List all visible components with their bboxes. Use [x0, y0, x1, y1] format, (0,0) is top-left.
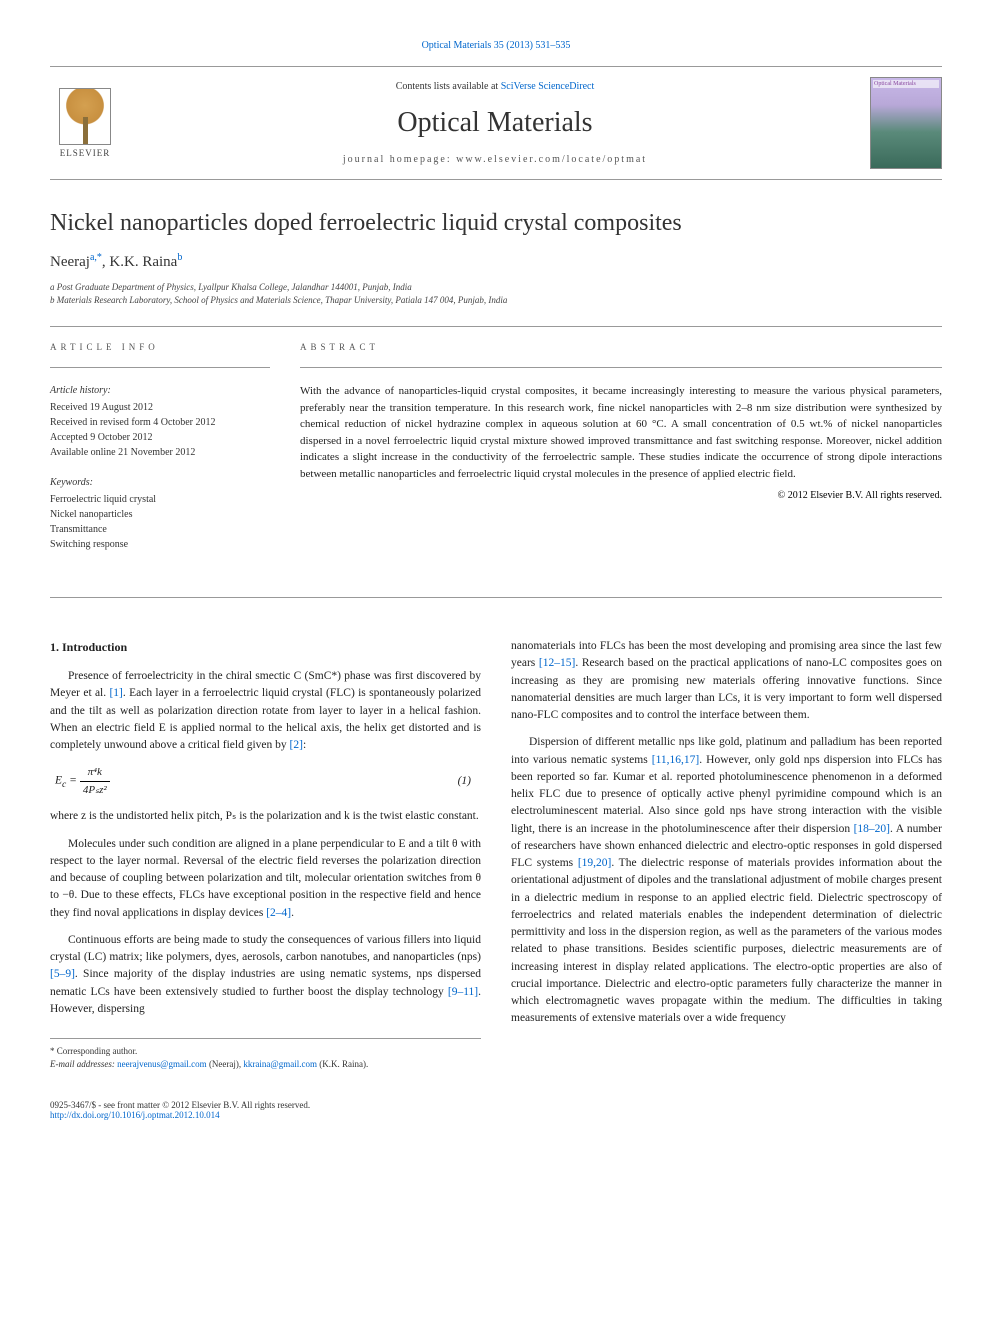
- ref-2[interactable]: [2]: [290, 739, 303, 751]
- ref-5-9[interactable]: [5–9]: [50, 968, 75, 980]
- ref-18-20[interactable]: [18–20]: [854, 823, 890, 835]
- equation-1: Ec = π⁴k 4Pₛz² (1): [50, 764, 481, 798]
- eq-lhs: E: [55, 775, 62, 787]
- ref-1[interactable]: [1]: [109, 687, 122, 699]
- intro-heading: 1. Introduction: [50, 638, 481, 656]
- left-column: 1. Introduction Presence of ferroelectri…: [50, 638, 481, 1070]
- journal-cover-label: Optical Materials: [873, 80, 939, 88]
- elsevier-logo: ELSEVIER: [50, 83, 120, 163]
- author-1-affil: a,*: [90, 252, 102, 263]
- contents-prefix: Contents lists available at: [396, 81, 501, 92]
- keyword-2: Nickel nanoparticles: [50, 507, 270, 522]
- divider-top: [50, 326, 942, 327]
- eq-denominator: 4Pₛz²: [80, 782, 110, 799]
- author-2-affil: b: [177, 252, 182, 263]
- ref-12-15[interactable]: [12–15]: [539, 657, 575, 669]
- right-column: nanomaterials into FLCs has been the mos…: [511, 638, 942, 1070]
- corresponding-author: * Corresponding author.: [50, 1045, 481, 1058]
- para-4-b: . Since majority of the display industri…: [50, 968, 481, 997]
- abstract-label: ABSTRACT: [300, 342, 942, 352]
- history-title: Article history:: [50, 383, 270, 398]
- article-info-column: ARTICLE INFO Article history: Received 1…: [50, 342, 270, 567]
- para-6: Dispersion of different metallic nps lik…: [511, 734, 942, 1027]
- divider-bottom: [50, 597, 942, 598]
- abstract-copyright: © 2012 Elsevier B.V. All rights reserved…: [300, 490, 942, 501]
- footer: 0925-3467/$ - see front matter © 2012 El…: [50, 1100, 942, 1120]
- author-1: Neeraj: [50, 254, 90, 270]
- header-citation: Optical Materials 35 (2013) 531–535: [50, 40, 942, 51]
- affiliation-a: a Post Graduate Department of Physics, L…: [50, 281, 942, 294]
- ref-9-11[interactable]: [9–11]: [448, 986, 478, 998]
- para-4-a: Continuous efforts are being made to stu…: [50, 934, 481, 963]
- email-label: E-mail addresses:: [50, 1059, 117, 1069]
- article-history: Article history: Received 19 August 2012…: [50, 383, 270, 460]
- history-online: Available online 21 November 2012: [50, 445, 270, 460]
- journal-title: Optical Materials: [120, 107, 870, 139]
- sciencedirect-link[interactable]: SciVerse ScienceDirect: [501, 81, 595, 92]
- affiliations: a Post Graduate Department of Physics, L…: [50, 281, 942, 306]
- keywords-block: Keywords: Ferroelectric liquid crystal N…: [50, 475, 270, 552]
- keyword-1: Ferroelectric liquid crystal: [50, 492, 270, 507]
- journal-cover-thumb: Optical Materials: [870, 77, 942, 169]
- keyword-3: Transmittance: [50, 522, 270, 537]
- para-1-c: :: [303, 739, 306, 751]
- contents-line: Contents lists available at SciVerse Sci…: [120, 81, 870, 92]
- email-line: E-mail addresses: neerajvenus@gmail.com …: [50, 1058, 481, 1071]
- para-4: Continuous efforts are being made to stu…: [50, 932, 481, 1018]
- email-1[interactable]: neerajvenus@gmail.com: [117, 1059, 207, 1069]
- meta-abstract-row: ARTICLE INFO Article history: Received 1…: [50, 342, 942, 567]
- eq-numerator: π⁴k: [80, 764, 110, 782]
- publisher-name: ELSEVIER: [60, 148, 111, 158]
- para-6-d: . The dielectric response of materials p…: [511, 857, 942, 1024]
- citation-link[interactable]: Optical Materials 35 (2013) 531–535: [422, 40, 571, 51]
- masthead-center: Contents lists available at SciVerse Sci…: [120, 81, 870, 165]
- email-2-who: (K.K. Raina).: [317, 1059, 368, 1069]
- abstract-column: ABSTRACT With the advance of nanoparticl…: [300, 342, 942, 567]
- para-1: Presence of ferroelectricity in the chir…: [50, 668, 481, 754]
- page-root: Optical Materials 35 (2013) 531–535 ELSE…: [0, 0, 992, 1160]
- affiliation-b: b Materials Research Laboratory, School …: [50, 294, 942, 307]
- issn-line: 0925-3467/$ - see front matter © 2012 El…: [50, 1100, 942, 1110]
- para-3-b: .: [291, 907, 294, 919]
- email-1-who: (Neeraj),: [207, 1059, 244, 1069]
- eq-sub: c: [62, 779, 66, 790]
- footnotes: * Corresponding author. E-mail addresses…: [50, 1038, 481, 1070]
- keywords-title: Keywords:: [50, 475, 270, 490]
- article-info-label: ARTICLE INFO: [50, 342, 270, 352]
- eq-fraction: π⁴k 4Pₛz²: [80, 764, 110, 798]
- ref-19-20[interactable]: [19,20]: [578, 857, 612, 869]
- body-columns: 1. Introduction Presence of ferroelectri…: [50, 638, 942, 1070]
- history-accepted: Accepted 9 October 2012: [50, 430, 270, 445]
- journal-homepage: journal homepage: www.elsevier.com/locat…: [120, 154, 870, 165]
- author-2: K.K. Raina: [109, 254, 177, 270]
- para-3: Molecules under such condition are align…: [50, 836, 481, 922]
- para-5-b: . Research based on the practical applic…: [511, 657, 942, 721]
- elsevier-tree-icon: [59, 88, 111, 145]
- authors: Neeraja,*, K.K. Rainab: [50, 252, 942, 271]
- eq-body: Ec = π⁴k 4Pₛz²: [50, 764, 110, 798]
- history-revised: Received in revised form 4 October 2012: [50, 415, 270, 430]
- history-received: Received 19 August 2012: [50, 400, 270, 415]
- masthead: ELSEVIER Contents lists available at Sci…: [50, 66, 942, 180]
- divider-abstract: [300, 367, 942, 368]
- ref-2-4[interactable]: [2–4]: [266, 907, 291, 919]
- article-title: Nickel nanoparticles doped ferroelectric…: [50, 210, 942, 237]
- doi-link[interactable]: http://dx.doi.org/10.1016/j.optmat.2012.…: [50, 1110, 220, 1120]
- divider-info: [50, 367, 270, 368]
- ref-11-16-17[interactable]: [11,16,17]: [652, 754, 699, 766]
- email-2[interactable]: kkraina@gmail.com: [243, 1059, 317, 1069]
- abstract-text: With the advance of nanoparticles-liquid…: [300, 383, 942, 482]
- para-5: nanomaterials into FLCs has been the mos…: [511, 638, 942, 724]
- para-2: where z is the undistorted helix pitch, …: [50, 808, 481, 825]
- keyword-4: Switching response: [50, 537, 270, 552]
- eq-number: (1): [458, 773, 481, 790]
